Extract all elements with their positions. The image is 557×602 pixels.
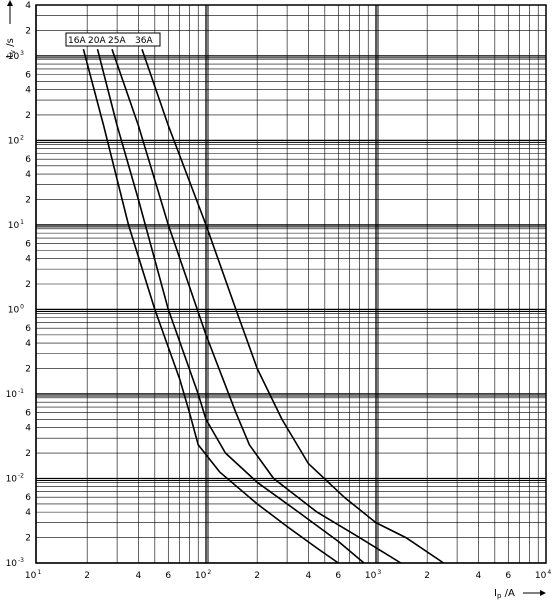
legend-box	[65, 32, 161, 47]
y-tick-label: 4	[25, 255, 31, 265]
svg-text:tv /s: tv /s	[5, 38, 17, 58]
legend-label-16a: 16A	[68, 36, 86, 46]
x-tick-label: 103	[365, 569, 381, 581]
x-tick-label: 4	[475, 571, 481, 581]
y-tick-label: 4	[25, 1, 31, 11]
x-tick-label: 2	[424, 571, 430, 581]
x-tick-label: 4	[135, 571, 141, 581]
y-tick-label: 2	[25, 280, 31, 290]
y-tick-label: 102	[8, 134, 24, 146]
y-tick-label: 2	[25, 449, 31, 459]
y-tick-label: 10-1	[6, 388, 25, 400]
y-tick-label: 100	[8, 303, 24, 315]
y-tick-labels: 10-324610-224610-12461002461012461022461…	[6, 1, 32, 569]
x-tick-label: 6	[165, 571, 171, 581]
y-tick-label: 101	[8, 219, 24, 231]
x-tick-labels: 101 2 4 6 102 2 4 6 103 2 4 6 104	[25, 569, 551, 581]
x-tick-label: 2	[84, 571, 90, 581]
x-tick-label: 101	[25, 569, 41, 581]
series-line-16a	[82, 48, 339, 564]
x-tick-label: 102	[195, 569, 211, 581]
series-line-25a	[111, 48, 402, 564]
legend-label-36a: 36A	[135, 36, 153, 46]
grid	[35, 4, 547, 564]
y-tick-label: 6	[25, 493, 31, 503]
y-tick-label: 4	[25, 339, 31, 349]
x-tick-label: 6	[335, 571, 341, 581]
y-tick-label: 6	[25, 324, 31, 334]
y-tick-label: 6	[25, 71, 31, 81]
y-tick-label: 10-2	[6, 472, 25, 484]
y-axis-label: tv /s	[5, 0, 17, 58]
series-line-36a	[141, 48, 445, 564]
plot-frame	[35, 4, 547, 564]
y-tick-label: 6	[25, 240, 31, 250]
y-tick-label: 10-3	[6, 557, 25, 569]
y-tick-label: 2	[25, 26, 31, 36]
x-tick-label: 4	[305, 571, 311, 581]
svg-text:Ip /A: Ip /A	[494, 588, 515, 600]
y-tick-label: 4	[25, 424, 31, 434]
y-tick-label: 4	[25, 508, 31, 518]
x-axis-label: Ip /A	[494, 588, 546, 600]
y-tick-label: 2	[25, 365, 31, 375]
series-curves	[82, 48, 445, 564]
y-tick-label: 2	[25, 195, 31, 205]
x-tick-label: 6	[505, 571, 511, 581]
legend: 16A 20A 25A 36A	[65, 32, 161, 47]
y-tick-label: 4	[25, 170, 31, 180]
legend-label-25a: 25A	[108, 36, 126, 46]
y-tick-label: 4	[25, 86, 31, 96]
y-tick-label: 2	[25, 534, 31, 544]
y-tick-label: 6	[25, 155, 31, 165]
y-tick-label: 6	[25, 409, 31, 419]
y-tick-label: 2	[25, 111, 31, 121]
series-line-20a	[96, 49, 365, 564]
legend-label-20a: 20A	[88, 36, 106, 46]
x-tick-label: 104	[535, 569, 551, 581]
x-tick-label: 2	[254, 571, 260, 581]
